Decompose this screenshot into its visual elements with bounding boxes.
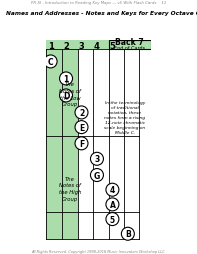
Text: 1: 1: [63, 75, 69, 84]
Circle shape: [106, 198, 119, 211]
FancyBboxPatch shape: [46, 41, 139, 50]
Text: C: C: [48, 58, 53, 67]
Text: 2: 2: [63, 42, 69, 51]
Text: Names and Addresses - Notes and Keys for Every Octave Group: Names and Addresses - Notes and Keys for…: [6, 11, 197, 17]
Circle shape: [75, 106, 88, 119]
Text: 5: 5: [110, 42, 115, 51]
Circle shape: [121, 227, 134, 240]
Text: End of Cards: End of Cards: [114, 46, 145, 51]
Text: F: F: [79, 139, 84, 148]
Text: The
Notes of
the Low
Group: The Notes of the Low Group: [59, 82, 81, 107]
FancyBboxPatch shape: [46, 50, 62, 239]
Text: All Rights Reserved. Copyright 1998-2018 Music Innovators Workshop LLC: All Rights Reserved. Copyright 1998-2018…: [32, 249, 165, 253]
Text: A: A: [110, 200, 115, 209]
Circle shape: [75, 121, 88, 134]
Text: 2: 2: [79, 108, 84, 117]
Text: 3: 3: [94, 155, 99, 164]
Text: Back 7: Back 7: [115, 38, 144, 47]
Text: PR-SI - Introduction to Reading Key Maps — v5 With Flash Cards    11: PR-SI - Introduction to Reading Key Maps…: [31, 1, 166, 5]
Text: B: B: [125, 229, 131, 238]
Text: E: E: [79, 123, 84, 132]
Text: 5: 5: [110, 215, 115, 224]
Circle shape: [75, 137, 88, 150]
Text: G: G: [94, 171, 100, 180]
Text: 1: 1: [48, 42, 54, 51]
Circle shape: [44, 56, 57, 69]
Text: The
Notes of
the High
Group: The Notes of the High Group: [59, 176, 81, 201]
Text: 3: 3: [79, 42, 84, 51]
Circle shape: [106, 183, 119, 196]
Circle shape: [106, 213, 119, 226]
Text: In the terminology
of traditional
notation, these
notes form a rising
12-note ch: In the terminology of traditional notati…: [104, 101, 145, 135]
FancyBboxPatch shape: [46, 50, 78, 239]
Text: D: D: [63, 92, 69, 101]
Circle shape: [59, 73, 72, 86]
Circle shape: [59, 90, 72, 103]
FancyBboxPatch shape: [109, 41, 151, 50]
Circle shape: [90, 169, 103, 182]
Circle shape: [90, 153, 103, 166]
Text: 4: 4: [94, 42, 100, 51]
Text: 4: 4: [110, 185, 115, 195]
